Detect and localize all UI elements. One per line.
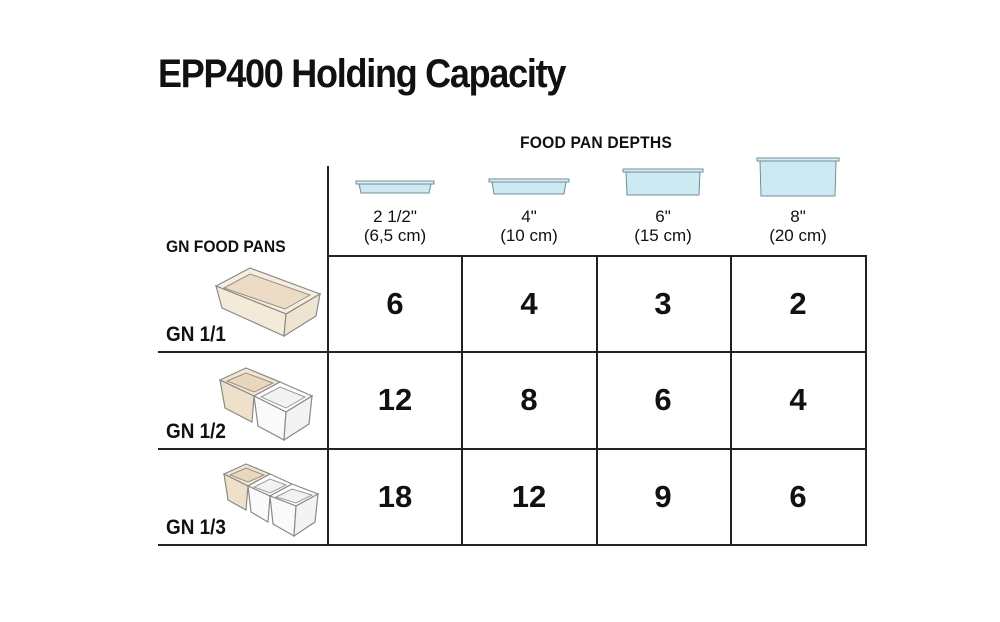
gn-1-1-pan-icon	[214, 267, 322, 338]
table-cell: 18	[377, 479, 413, 514]
grid-line	[461, 255, 463, 546]
grid-line	[596, 255, 598, 546]
pan-4in-icon	[462, 178, 596, 196]
pan-6in-icon	[596, 168, 730, 198]
table-cell: 6	[654, 382, 672, 417]
grid-divider-vertical	[327, 166, 329, 546]
shallow-pan-icon	[328, 180, 462, 196]
food-pan-depths-header: FOOD PAN DEPTHS	[520, 133, 672, 152]
table-cell: 3	[654, 286, 672, 321]
grid-line	[158, 544, 866, 546]
grid-line	[730, 255, 732, 546]
page-title: EPP400 Holding Capacity	[158, 52, 566, 96]
grid-line	[328, 255, 866, 257]
gn-1-2-pans-icon	[218, 367, 314, 442]
gn-food-pans-header: GN FOOD PANS	[166, 237, 286, 256]
grid-line	[158, 448, 866, 450]
table-cell: 4	[789, 382, 807, 417]
row-label-gn-1-3: GN 1/3	[166, 516, 226, 539]
table-cell: 12	[511, 479, 547, 514]
depth-label-6in: 6" (15 cm)	[634, 207, 692, 245]
table-cell: 6	[789, 479, 807, 514]
grid-line	[158, 351, 866, 353]
depth-label-4in: 4" (10 cm)	[500, 207, 558, 245]
table-cell: 9	[654, 479, 672, 514]
gn-1-3-pans-icon	[222, 463, 320, 538]
pan-8in-icon	[731, 157, 865, 199]
table-cell: 8	[520, 382, 538, 417]
table-cell: 12	[377, 382, 413, 417]
depth-label-8in: 8" (20 cm)	[769, 207, 827, 245]
table-cell: 6	[386, 286, 404, 321]
table-cell: 4	[520, 286, 538, 321]
grid-line	[865, 255, 867, 546]
table-cell: 2	[789, 286, 807, 321]
row-label-gn-1-1: GN 1/1	[166, 323, 226, 346]
row-label-gn-1-2: GN 1/2	[166, 420, 226, 443]
depth-label-2-5in: 2 1/2" (6,5 cm)	[363, 207, 427, 245]
